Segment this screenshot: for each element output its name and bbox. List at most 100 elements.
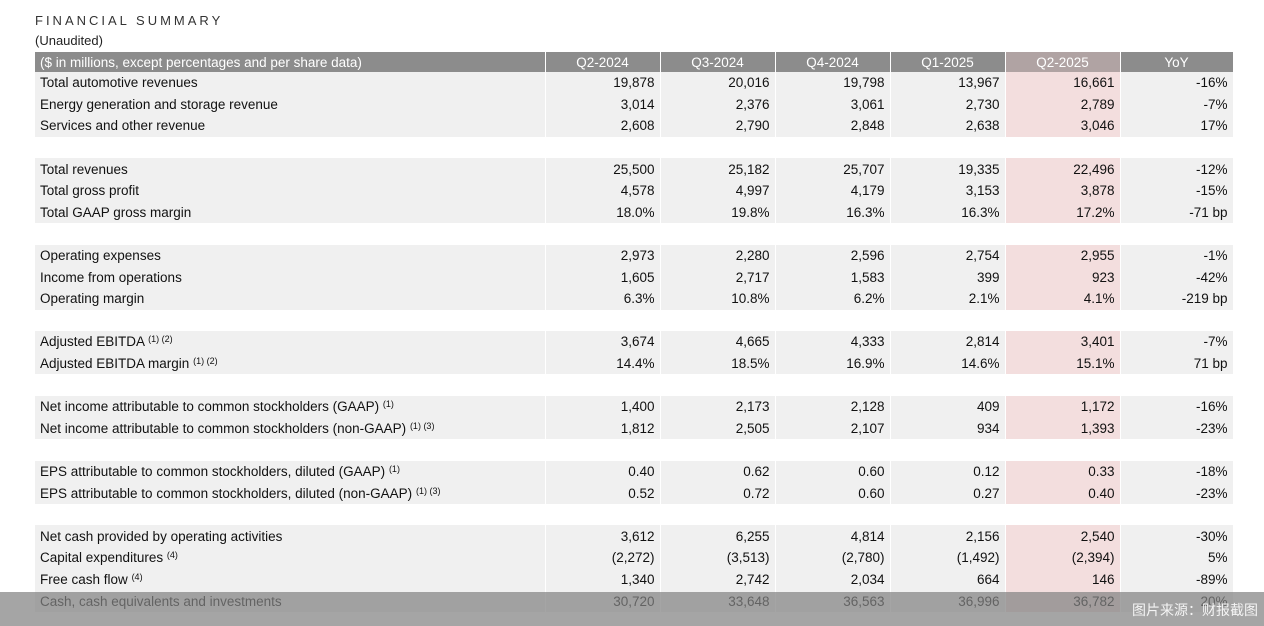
table-row: EPS attributable to common stockholders,… — [35, 460, 1234, 483]
header-q2-2024: Q2-2024 — [545, 52, 661, 72]
cell-q3-2024: 2,505 — [660, 417, 776, 440]
table-row: Energy generation and storage revenue 3,0… — [35, 93, 1234, 116]
row-label: Income from operations — [40, 269, 182, 285]
page-title: FINANCIAL SUMMARY — [35, 13, 224, 28]
row-label-cell: Net income attributable to common stockh… — [35, 395, 546, 418]
spacer-row — [35, 223, 1233, 245]
footnote-marker: (1) (3) — [409, 420, 435, 431]
spacer-row — [35, 136, 1233, 159]
footnote-marker: (1) — [388, 463, 400, 474]
cell-q4-2024: 2,107 — [775, 417, 891, 440]
cell-q4-2024: 2,596 — [775, 244, 891, 267]
cell-q3-2024: 2,742 — [660, 568, 776, 591]
table-row: Net income attributable to common stockh… — [35, 417, 1234, 440]
header-q1-2025: Q1-2025 — [890, 52, 1006, 72]
financial-summary-table: ($ in millions, except percentages and p… — [35, 52, 1234, 612]
cell-q2-2025: 17.2% — [1005, 201, 1121, 224]
cell-q2-2024: (2,272) — [545, 547, 661, 569]
cell-q2-2025: 1,172 — [1005, 395, 1121, 418]
row-label: Energy generation and storage revenue — [40, 96, 278, 112]
cell-yoy: -16% — [1120, 72, 1234, 94]
cell-q1-2025: 2,730 — [890, 93, 1006, 116]
spacer-cell — [35, 439, 1233, 461]
cell-yoy: 17% — [1120, 115, 1234, 137]
cell-q1-2025: 13,967 — [890, 72, 1006, 94]
footnote-marker: (1) (2) — [148, 334, 173, 345]
cell-q2-2024: 3,612 — [545, 525, 661, 548]
cell-q1-2025: 19,335 — [890, 158, 1006, 180]
row-label: EPS attributable to common stockholders,… — [40, 485, 413, 501]
cell-q4-2024: 19,798 — [775, 72, 891, 94]
cell-q3-2024: (3,513) — [660, 547, 776, 569]
cell-yoy: -7% — [1120, 93, 1234, 116]
cell-yoy: -7% — [1120, 331, 1234, 353]
cell-q2-2025: 16,661 — [1005, 72, 1121, 94]
cell-yoy: 71 bp — [1120, 352, 1234, 375]
cell-q4-2024: 2,848 — [775, 115, 891, 137]
table-row: Capital expenditures (4) (2,272) (3,513) (2… — [35, 547, 1234, 569]
row-label: Capital expenditures — [40, 550, 164, 566]
cell-q2-2024: 6.3% — [545, 287, 661, 310]
table-row: Total gross profit 4,578 4,997 4,179 3,153 3,… — [35, 179, 1234, 202]
cell-q2-2025: 22,496 — [1005, 158, 1121, 180]
cell-q3-2024: 4,665 — [660, 331, 776, 353]
row-label-cell: Services and other revenue — [35, 115, 546, 137]
cell-q2-2024: 1,812 — [545, 417, 661, 440]
row-label-cell: Total gross profit — [35, 179, 546, 202]
cell-q2-2024: 18.0% — [545, 201, 661, 224]
cell-q1-2025: 2,156 — [890, 525, 1006, 548]
cell-q3-2024: 19.8% — [660, 201, 776, 224]
table-row: Total revenues 25,500 25,182 25,707 19,335 22… — [35, 158, 1234, 180]
table-row: Total automotive revenues 19,878 20,016 19,… — [35, 72, 1234, 94]
spacer-cell — [35, 374, 1233, 396]
cell-q1-2025: 0.12 — [890, 460, 1006, 483]
cell-q4-2024: 4,179 — [775, 179, 891, 202]
header-q3-2024: Q3-2024 — [660, 52, 776, 72]
cell-q2-2024: 3,014 — [545, 93, 661, 116]
cell-q1-2025: 16.3% — [890, 201, 1006, 224]
footnote-marker: (1) (3) — [415, 485, 441, 496]
header-q2-2025: Q2-2025 — [1005, 52, 1121, 72]
footnote-marker: (4) — [166, 550, 178, 561]
cell-q2-2024: 1,400 — [545, 395, 661, 418]
row-label-cell: Adjusted EBITDA margin (1) (2) — [35, 352, 546, 375]
cell-q3-2024: 2,376 — [660, 93, 776, 116]
cell-q2-2025: 2,540 — [1005, 525, 1121, 548]
row-label-cell: Total revenues — [35, 158, 546, 180]
row-label: Free cash flow — [40, 571, 128, 587]
cell-yoy: -15% — [1120, 179, 1234, 202]
cell-q4-2024: 4,333 — [775, 331, 891, 353]
table-row: Income from operations 1,605 2,717 1,583 399… — [35, 266, 1234, 288]
spacer-row — [35, 309, 1233, 332]
row-label: Total GAAP gross margin — [40, 204, 192, 220]
row-label-cell: Income from operations — [35, 266, 546, 288]
cell-yoy: 5% — [1120, 547, 1234, 569]
cell-q1-2025: 934 — [890, 417, 1006, 440]
cell-yoy: -42% — [1120, 266, 1234, 288]
cell-q2-2025: 2,789 — [1005, 93, 1121, 116]
cell-q1-2025: (1,492) — [890, 547, 1006, 569]
cell-q4-2024: 4,814 — [775, 525, 891, 548]
cell-q2-2024: 19,878 — [545, 72, 661, 94]
cell-q1-2025: 2,814 — [890, 331, 1006, 353]
row-label-cell: Free cash flow (4) — [35, 568, 546, 591]
cell-q1-2025: 409 — [890, 395, 1006, 418]
cell-q4-2024: (2,780) — [775, 547, 891, 569]
cell-yoy: -12% — [1120, 158, 1234, 180]
row-label-cell: Net cash provided by operating activitie… — [35, 525, 546, 548]
row-label-cell: Capital expenditures (4) — [35, 547, 546, 569]
cell-yoy: -18% — [1120, 460, 1234, 483]
table-row: Adjusted EBITDA margin (1) (2) 14.4% 18.5%… — [35, 352, 1234, 375]
cell-q4-2024: 25,707 — [775, 158, 891, 180]
cell-q3-2024: 2,717 — [660, 266, 776, 288]
cell-yoy: -23% — [1120, 417, 1234, 440]
cell-q2-2025: (2,394) — [1005, 547, 1121, 569]
cell-q1-2025: 14.6% — [890, 352, 1006, 375]
cell-q2-2025: 3,401 — [1005, 331, 1121, 353]
cell-q3-2024: 4,997 — [660, 179, 776, 202]
spacer-cell — [35, 136, 1233, 159]
cell-q3-2024: 25,182 — [660, 158, 776, 180]
cell-q2-2024: 1,340 — [545, 568, 661, 591]
cell-yoy: -71 bp — [1120, 201, 1234, 224]
cell-q2-2025: 0.40 — [1005, 482, 1121, 504]
